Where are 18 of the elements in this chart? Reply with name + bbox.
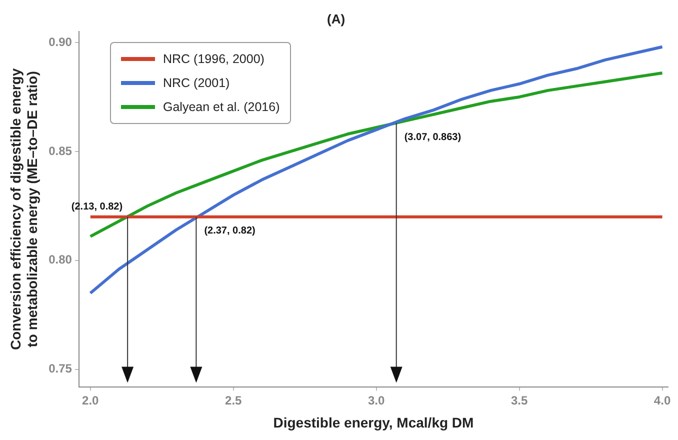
annotation: (3.07, 0.863) — [404, 132, 462, 143]
x-tick-label: 3.5 — [510, 393, 528, 408]
x-tick-label: 2.5 — [225, 393, 242, 408]
x-tick-label: 2.0 — [82, 393, 100, 408]
legend-label: NRC (2001) — [163, 76, 230, 90]
annotation: (2.13, 0.82) — [71, 202, 123, 213]
y-tick-label: 0.90 — [48, 34, 72, 49]
y-axis-title: Conversion efficiency of digestible energy to metabolizable energy (ME–to–DE ratio) — [7, 68, 40, 350]
legend-label: Galyean et al. (2016) — [163, 100, 280, 114]
x-tick-label: 3.0 — [368, 393, 385, 408]
x-tick-label: 4.0 — [654, 393, 671, 408]
legend-label: NRC (1996, 2000) — [163, 52, 264, 66]
x-axis-title: Digestible energy, Mcal/kg DM — [273, 414, 474, 430]
y-tick-label: 0.80 — [48, 252, 72, 267]
annotation: (2.37, 0.82) — [204, 226, 256, 237]
y-tick-label: 0.85 — [48, 144, 72, 158]
y-tick-label: 0.75 — [48, 362, 72, 376]
chart-title: (A) — [326, 11, 346, 26]
